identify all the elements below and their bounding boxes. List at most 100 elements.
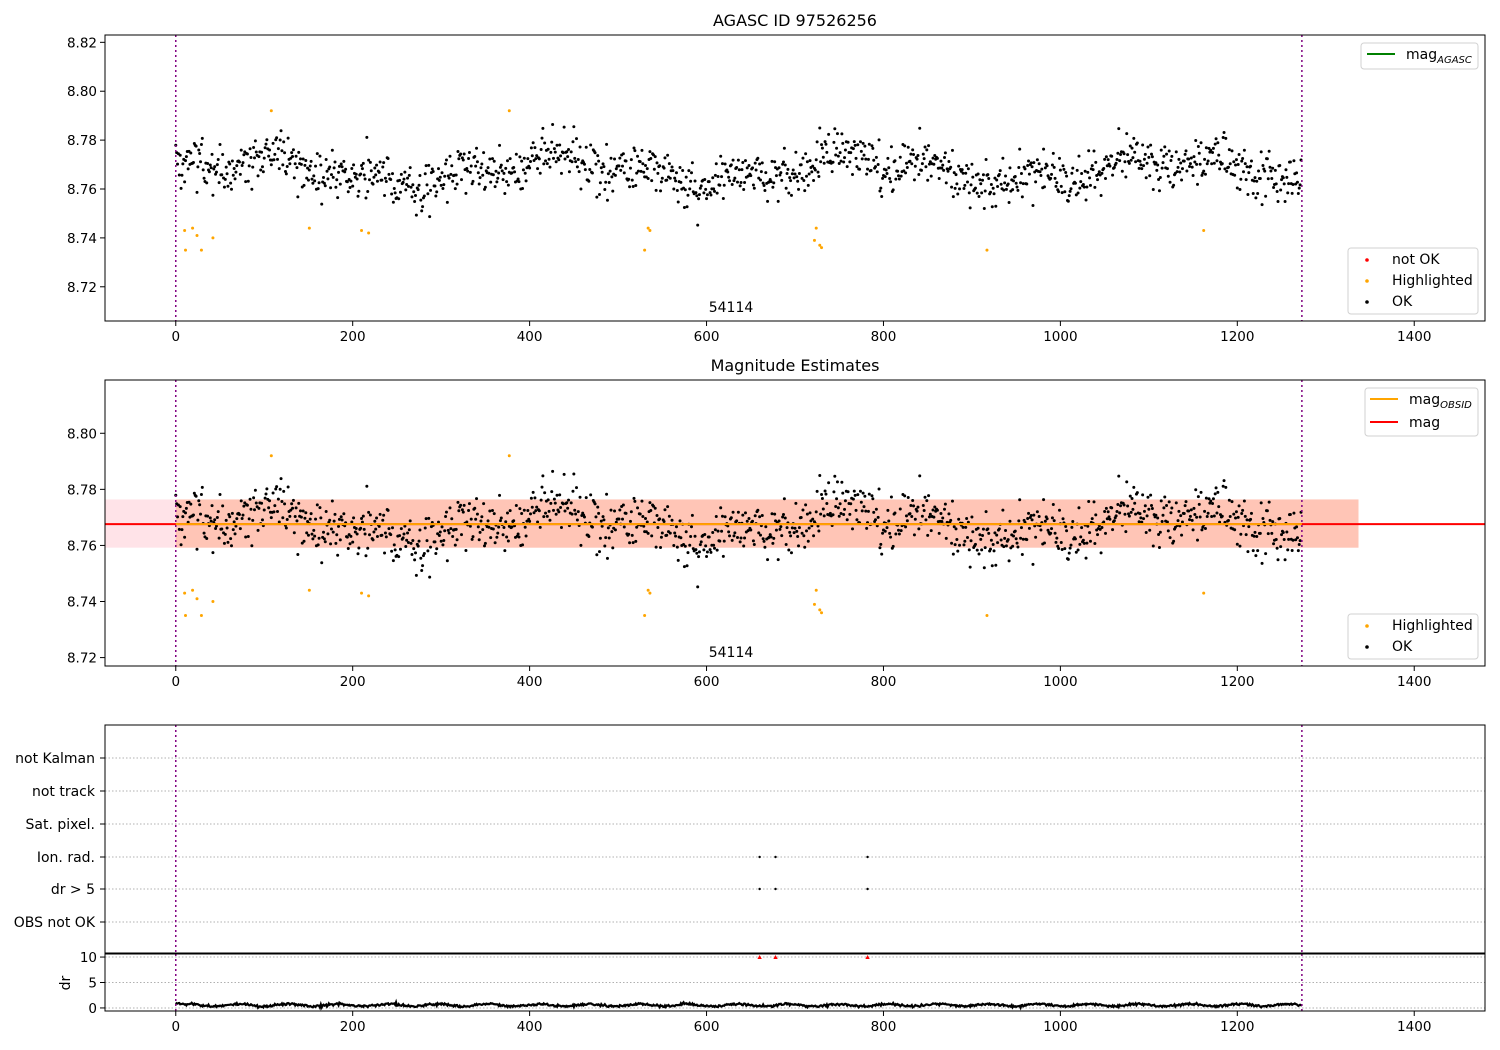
ok-point — [332, 519, 336, 523]
ok-point — [1286, 548, 1290, 552]
ok-point — [518, 507, 522, 511]
ok-point — [635, 171, 639, 175]
ok-point — [910, 514, 914, 518]
ok-point — [1172, 539, 1176, 543]
ok-point — [610, 175, 614, 179]
ok-point — [749, 528, 753, 532]
ok-point — [514, 504, 518, 508]
ok-point — [209, 166, 213, 170]
ok-point — [1213, 492, 1217, 496]
ok-point — [624, 159, 628, 163]
ok-point — [1240, 512, 1244, 516]
ok-point — [180, 528, 184, 532]
ok-point — [805, 160, 809, 164]
ok-point — [1099, 193, 1103, 197]
ok-point — [1281, 176, 1285, 180]
ok-point — [869, 169, 873, 173]
ok-point — [709, 550, 713, 554]
ok-point — [686, 551, 690, 555]
ok-point — [871, 146, 875, 150]
ok-point — [632, 146, 636, 150]
ok-point — [285, 518, 289, 522]
ok-point — [326, 177, 330, 181]
ok-point — [558, 493, 562, 497]
x-tick-label: 600 — [694, 1019, 720, 1035]
ok-point — [793, 526, 797, 530]
ok-point — [1081, 538, 1085, 542]
ok-point — [696, 585, 700, 589]
ok-point — [240, 164, 244, 168]
ok-point — [663, 156, 667, 160]
ok-point — [1174, 150, 1178, 154]
ok-point — [766, 558, 770, 562]
ok-point — [1295, 180, 1299, 184]
ok-point — [393, 191, 397, 195]
ok-point — [1285, 175, 1289, 179]
ok-point — [397, 197, 401, 201]
ok-point — [343, 170, 347, 174]
highlighted-point — [507, 109, 511, 113]
ok-point — [883, 529, 887, 533]
ok-point — [280, 149, 284, 153]
ok-point — [698, 543, 702, 547]
ok-point — [506, 183, 510, 187]
ok-point — [498, 519, 502, 523]
panel-1-x-ticks: 0 200 400 600 800 1000 1200 1400 — [171, 321, 1431, 345]
highlighted-point — [199, 614, 203, 618]
ok-point — [365, 484, 369, 488]
x-tick-label: 800 — [871, 674, 897, 690]
ok-point — [571, 140, 575, 144]
ok-point — [489, 180, 493, 184]
ok-point — [833, 127, 837, 131]
ok-point — [1254, 196, 1258, 200]
ok-point — [796, 179, 800, 183]
ok-point — [645, 167, 649, 171]
ok-point — [843, 499, 847, 503]
ok-point — [1069, 543, 1073, 547]
ok-point — [621, 152, 625, 156]
ok-point — [1254, 554, 1258, 558]
ok-point — [721, 197, 725, 201]
ok-point — [1025, 538, 1029, 542]
ok-point — [364, 196, 368, 200]
x-tick-label: 1200 — [1220, 1019, 1254, 1035]
ok-point — [1074, 550, 1078, 554]
x-tick-label: 400 — [517, 1019, 543, 1035]
ok-point — [797, 187, 801, 191]
ok-point — [490, 157, 494, 161]
ok-point — [411, 183, 415, 187]
ok-point — [1160, 519, 1164, 523]
ok-point — [779, 171, 783, 175]
ok-point — [280, 500, 284, 504]
ok-point — [672, 543, 676, 547]
ok-point — [545, 162, 549, 166]
ok-point — [431, 169, 435, 173]
ok-point — [1123, 160, 1127, 164]
ok-point — [1196, 144, 1200, 148]
ok-point — [1108, 164, 1112, 168]
ok-point — [553, 501, 557, 505]
ok-point — [995, 178, 999, 182]
ok-point — [448, 154, 452, 158]
ok-point — [209, 519, 213, 523]
ok-point — [756, 508, 760, 512]
ok-point — [648, 501, 652, 505]
ok-point — [479, 519, 483, 523]
highlighted-point — [507, 454, 511, 458]
ok-point — [257, 155, 261, 159]
ok-point — [735, 166, 739, 170]
ok-point — [301, 509, 305, 513]
ok-point — [299, 162, 303, 166]
ok-point — [482, 502, 486, 506]
ok-point — [496, 176, 500, 180]
ok-point — [428, 215, 432, 219]
ok-point — [570, 160, 574, 164]
ok-point — [1100, 171, 1104, 175]
ok-point — [957, 517, 961, 521]
ok-point — [1112, 519, 1116, 523]
ok-point — [342, 159, 346, 163]
ok-point — [348, 542, 352, 546]
ok-point — [595, 195, 599, 199]
ok-point — [539, 498, 543, 502]
ok-point — [861, 141, 865, 145]
